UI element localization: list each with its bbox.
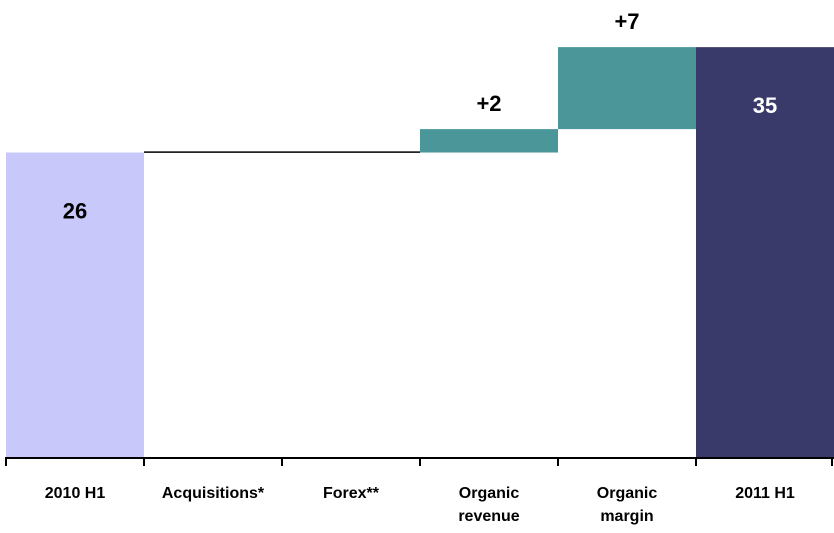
x-tick-label: Forex** [322,485,380,502]
bar [696,47,834,457]
x-tick-label: Acquisitions* [161,485,265,502]
bar [144,151,282,153]
x-tick-label: Organic margin [596,485,658,525]
bar [6,152,144,458]
bar [420,129,558,153]
data-label: +2 [476,91,501,116]
bar [282,151,420,153]
x-tick-label: 2011 H1 [735,485,795,502]
data-label: 35 [753,93,777,118]
x-tick-label: 2010 H1 [44,485,106,502]
bar [558,47,696,130]
data-label: 26 [63,198,87,223]
data-label: +7 [614,9,639,34]
x-tick-label: Organic revenue [458,485,520,525]
